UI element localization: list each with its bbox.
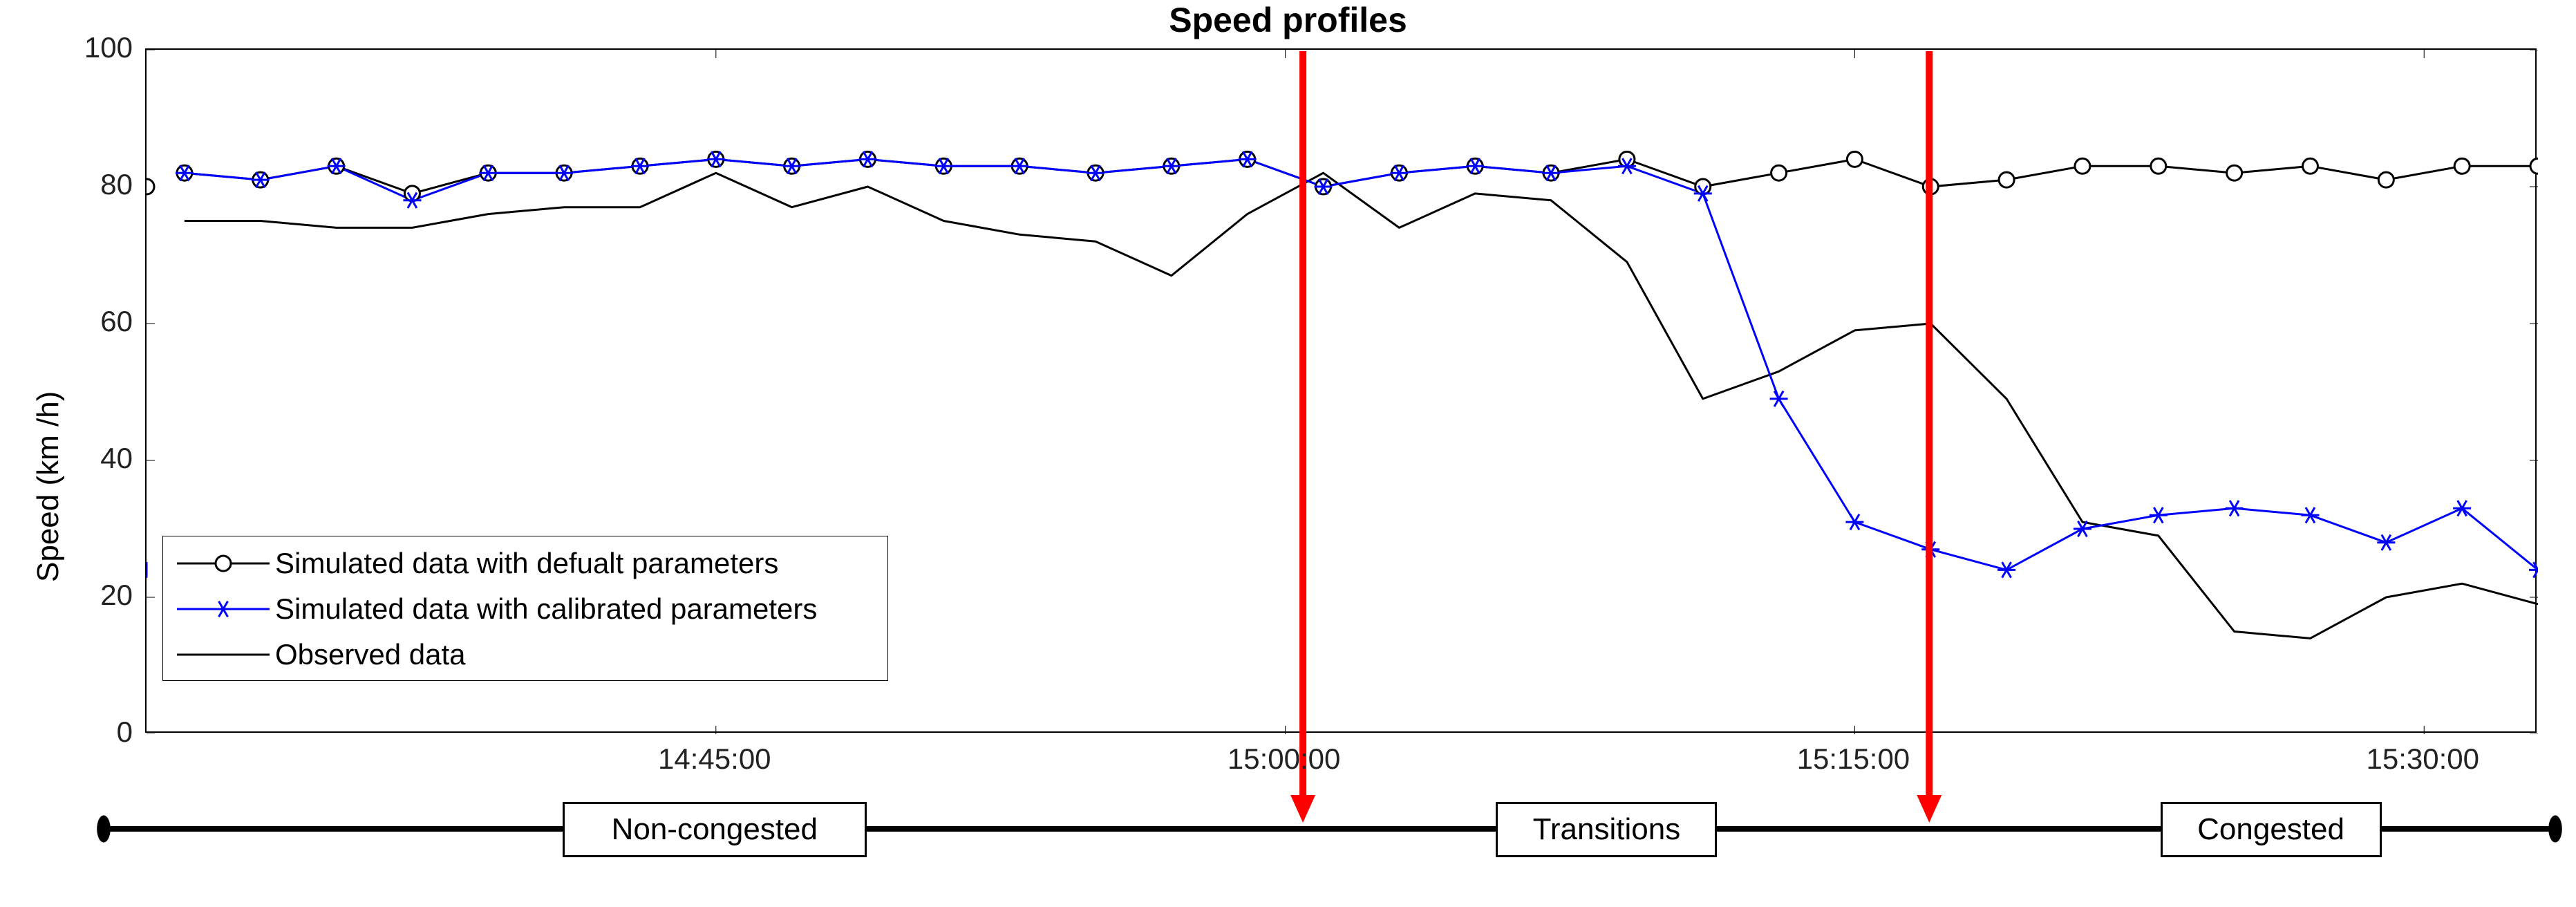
legend-label: Observed data [275, 638, 466, 671]
y-axis-label: Speed (km /h) [31, 391, 66, 582]
legend-label: Simulated data with defualt parameters [275, 547, 778, 580]
legend-item: Simulated data with defualt parameters [171, 541, 879, 586]
xtick-label: 15:00:00 [1228, 742, 1341, 776]
ytick-label: 20 [100, 579, 133, 612]
ytick-label: 80 [100, 168, 133, 201]
xtick-label: 14:45:00 [658, 742, 771, 776]
phase-box: Non-congested [563, 802, 867, 857]
phase-box: Transitions [1496, 802, 1717, 857]
ytick-label: 60 [100, 305, 133, 338]
legend-swatch [171, 632, 275, 677]
ytick-label: 0 [117, 716, 133, 749]
legend: Simulated data with defualt parameters Si… [162, 536, 888, 681]
phase-box-label: Non-congested [612, 812, 818, 847]
xtick-label: 15:15:00 [1797, 742, 1910, 776]
legend-item: Simulated data with calibrated parameter… [171, 586, 879, 632]
ytick-label: 40 [100, 442, 133, 475]
phase-box-label: Congested [2197, 812, 2344, 847]
phase-box-label: Transitions [1533, 812, 1681, 847]
legend-swatch [171, 586, 275, 632]
chart-title: Speed profiles [0, 0, 2576, 40]
speed-profiles-chart: Speed profiles Speed (km /h) Simulated d… [0, 0, 2576, 907]
legend-swatch [171, 541, 275, 586]
legend-item: Observed data [171, 632, 879, 677]
phase-box: Congested [2161, 802, 2382, 857]
xtick-label: 15:30:00 [2366, 742, 2479, 776]
ytick-label: 100 [84, 31, 133, 64]
legend-label: Simulated data with calibrated parameter… [275, 592, 817, 626]
